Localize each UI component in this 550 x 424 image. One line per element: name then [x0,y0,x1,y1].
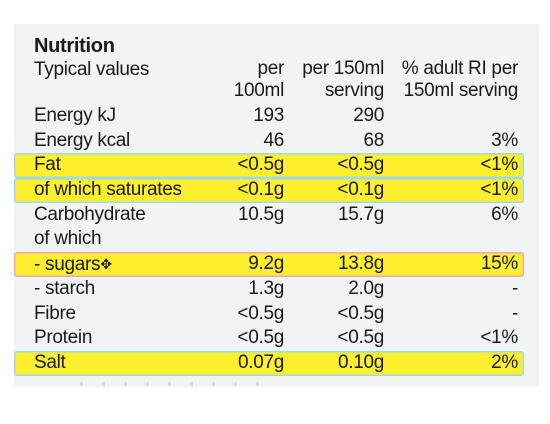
row-saturates: of which saturates <0.1g <0.1g <1% [14,178,524,203]
row-salt: Salt 0.07g 0.10g 2% [14,350,524,376]
header-per-100ml: per 100ml [233,58,285,101]
cut-edge-divider [80,382,260,386]
row-of-which: of which [34,228,102,250]
row-energy-kj: Energy kJ 193 290 [34,105,384,126]
row-energy-kcal: Energy kcal 46 68 3% [34,129,518,151]
row-carbohydrate: Carbohydrate 10.5g 15.7g 6% [34,203,518,225]
table-header: Typical values per 100ml per 150ml servi… [34,58,520,104]
nutrition-panel [14,24,539,386]
header-per-serving: per 150ml serving [302,58,384,101]
row-fat: Fat <0.5g <0.5g <1% [14,153,524,178]
row-sugars: - sugars✥ 9.2g 13.8g 15% [14,252,524,277]
sugar-marker-icon: ✥ [100,256,112,273]
row-fibre: Fibre <0.5g <0.5g - [34,302,518,324]
header-typical-values: Typical values [34,59,150,80]
row-protein: Protein <0.5g <0.5g <1% [34,327,518,349]
row-starch: - starch 1.3g 2.0g - [34,277,518,299]
nutrition-title: Nutrition [34,35,115,57]
nutrition-table: Nutrition Typical values per 100ml per 1… [14,34,524,376]
header-adult-ri: % adult RI per 150ml serving [401,58,519,101]
